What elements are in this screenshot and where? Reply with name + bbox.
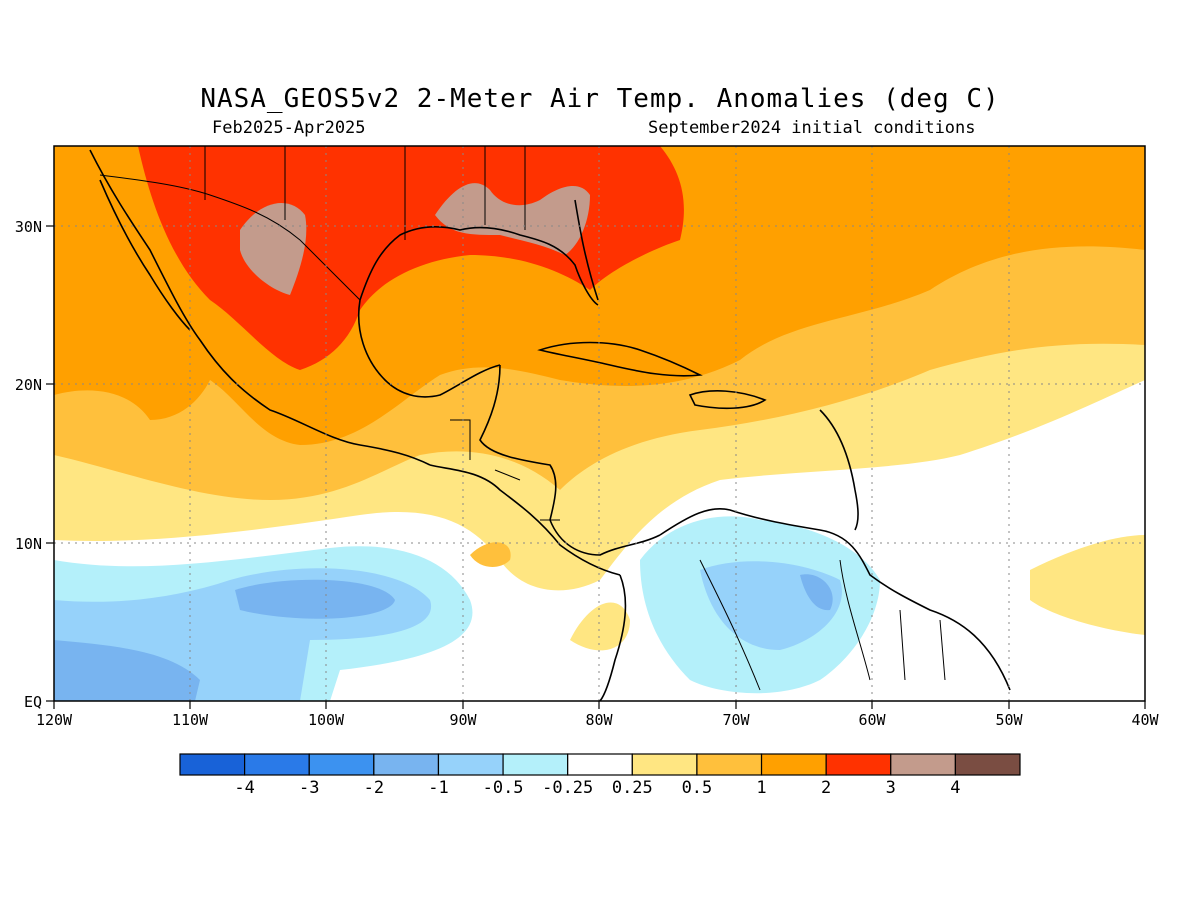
x-tick-label: 60W [858, 711, 886, 729]
colorbar-swatch [308, 753, 375, 776]
colorbar-swatch [696, 753, 763, 776]
x-tick-label: 80W [585, 711, 613, 729]
colorbar-swatch [890, 753, 956, 776]
coastline-hispaniola [688, 390, 767, 410]
colorbar-swatch [502, 753, 569, 776]
colorbar-swatch [954, 753, 1021, 776]
y-tick-labels: EQ 10N 20N 30N [15, 218, 42, 711]
colorbar-swatch [373, 753, 440, 776]
colorbar: -4 -3 -2 -1 -0.5 -0.25 0.25 0.5 1 2 3 4 [179, 753, 1021, 798]
colorbar-label: 3 [886, 778, 896, 798]
axis-tick-marks [46, 225, 1146, 709]
warm-band-east [1030, 535, 1145, 635]
colorbar-swatch [760, 753, 827, 776]
colorbar-label: -0.5 [483, 778, 524, 798]
x-tick-label: 50W [995, 711, 1023, 729]
y-tick-label: 20N [15, 376, 42, 394]
anomaly-field [54, 146, 1145, 701]
x-tick-labels: 120W 110W 100W 90W 80W 70W 60W 50W 40W [36, 711, 1160, 729]
colorbar-label: 4 [950, 778, 960, 798]
colorbar-swatch [825, 753, 892, 776]
colorbar-swatch [244, 753, 310, 776]
x-tick-label: 90W [449, 711, 477, 729]
warm-band-isthmus [570, 602, 630, 651]
cool-region-pacific-core2 [235, 579, 395, 619]
coastline-baja [99, 179, 191, 331]
coastline-south-america-pacific [599, 574, 627, 701]
coastlines [89, 149, 1011, 701]
y-tick-label: EQ [24, 693, 42, 711]
colorbar-label: 0.25 [612, 778, 653, 798]
coastline-south-america [659, 508, 1011, 691]
warm-band-05-blob [470, 542, 511, 567]
warm-band-3a [240, 203, 307, 295]
colorbar-swatch [631, 753, 698, 776]
borders [99, 146, 946, 691]
coastline-florida [574, 199, 599, 301]
colorbar-label: -0.25 [542, 778, 593, 798]
x-tick-label: 110W [172, 711, 209, 729]
initial-conditions: September2024 initial conditions [648, 118, 976, 138]
coastline-gulf [359, 225, 599, 306]
x-tick-label: 120W [36, 711, 73, 729]
map-title: NASA_GEOS5v2 2-Meter Air Temp. Anomalies… [200, 84, 1000, 114]
coastline-mexico-pacific [89, 149, 431, 466]
x-tick-label: 70W [722, 711, 750, 729]
colorbar-label: -3 [299, 778, 319, 798]
colorbar-label: -1 [428, 778, 448, 798]
colorbar-swatch [179, 753, 246, 776]
x-tick-label: 40W [1131, 711, 1159, 729]
map-grid [54, 146, 1145, 701]
forecast-period: Feb2025-Apr2025 [212, 118, 366, 138]
cool-region-pacific-core [54, 640, 200, 701]
border-us-states [204, 146, 526, 240]
coastline-caribbean-central-america [479, 364, 661, 556]
colorbar-swatch [437, 753, 504, 776]
y-tick-label: 30N [15, 218, 42, 236]
y-tick-label: 10N [15, 535, 42, 553]
coastline-gulf-mexico-east [357, 299, 501, 398]
colorbar-swatch [567, 753, 633, 776]
warm-band-3b [435, 183, 590, 255]
coastline-cuba [537, 341, 703, 377]
border-south-america [699, 559, 946, 691]
x-tick-label: 100W [308, 711, 345, 729]
coastline-central-america [429, 464, 621, 576]
colorbar-label: 0.5 [682, 778, 713, 798]
border-central-america [450, 419, 560, 521]
colorbar-label: -2 [364, 778, 384, 798]
colorbar-label: 1 [756, 778, 766, 798]
cool-region-south-america-core [800, 574, 833, 611]
colorbar-label: -4 [234, 778, 254, 798]
border-us-mexico [99, 174, 361, 301]
coastline-antilles [819, 409, 859, 531]
colorbar-label: 2 [821, 778, 831, 798]
